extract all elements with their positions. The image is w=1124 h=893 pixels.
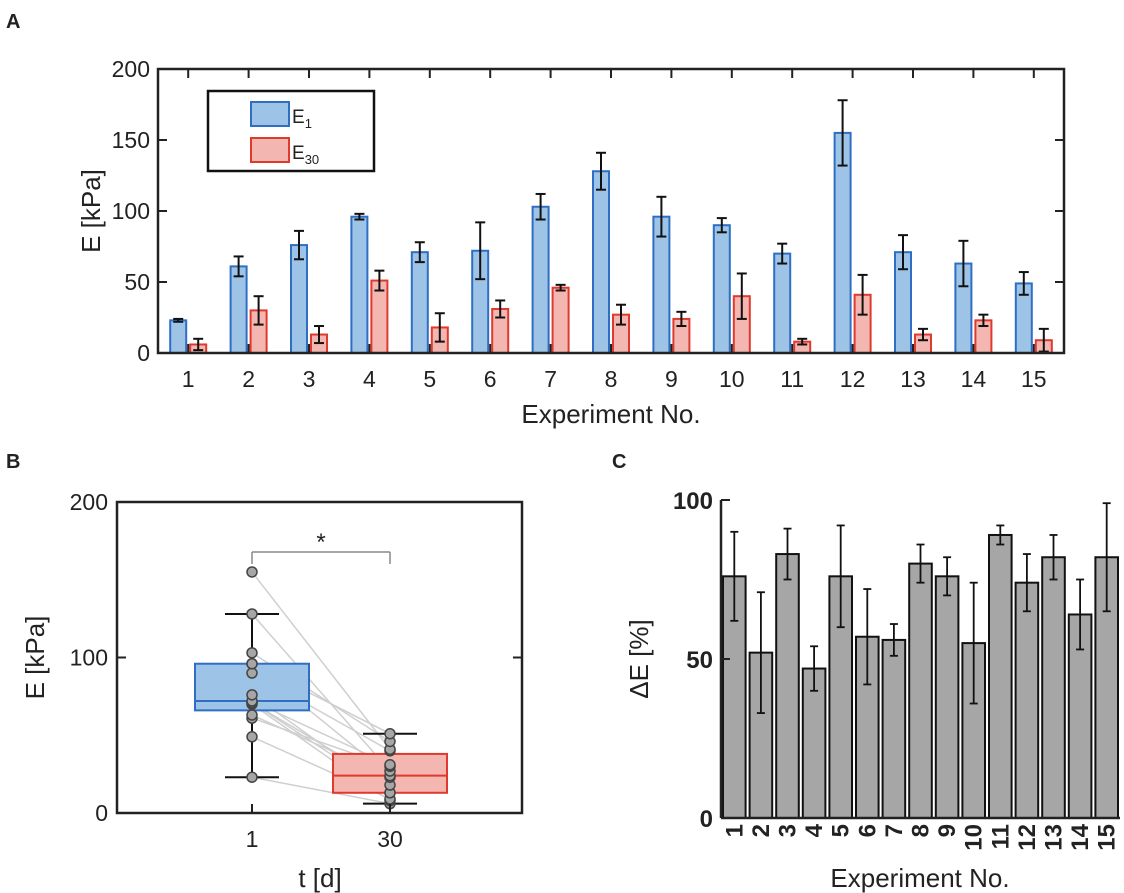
xtick-label-b: 1 [246, 826, 259, 852]
data-point-1-9 [246, 689, 258, 701]
bar-a-s1-4 [350, 215, 369, 354]
xtick-label-c: 8 [908, 824, 935, 837]
pair-line-8 [251, 613, 391, 772]
legend-label-2: E30 [292, 143, 319, 167]
y-axis-label-a: E [kPa] [76, 169, 106, 253]
bar-a-s1-7 [531, 205, 550, 354]
xtick-label-a: 5 [423, 366, 436, 392]
ytick-label-a: 0 [137, 340, 150, 366]
xtick-label-c: 3 [775, 824, 802, 837]
ytick-label-b: 200 [70, 489, 108, 515]
y-axis-label-b: E [kPa] [20, 616, 50, 700]
legend-box-a [206, 89, 376, 173]
xtick-label-c: 9 [934, 824, 961, 837]
data-point-30-15 [384, 727, 396, 740]
bar-a-s2-7 [551, 286, 570, 354]
xtick-label-c: 2 [748, 824, 775, 837]
xtick-label-c: 11 [987, 824, 1014, 849]
legend-label-1: E1 [292, 107, 312, 131]
xtick-label-a: 15 [1021, 366, 1047, 392]
xtick-label-a: 10 [719, 366, 745, 392]
data-point-1-12 [246, 657, 258, 670]
xtick-label-c: 13 [1041, 824, 1068, 851]
bar-c-8 [908, 562, 933, 819]
panel-b-chart: * 0 100 200 1 30 t [d] E [kPa] [20, 489, 524, 893]
ytick-label-a: 150 [112, 127, 150, 153]
ytick-label-c: 100 [673, 488, 713, 515]
xtick-label-a: 14 [961, 366, 987, 392]
pair-line-1 [251, 776, 391, 805]
legend-label-sub: 1 [305, 116, 312, 131]
bar-a-s1-10 [712, 224, 731, 354]
legend-label-main: E [292, 143, 305, 164]
bar-c-13 [1041, 556, 1066, 819]
ytick-label-b: 0 [95, 800, 108, 826]
legend-swatch-1 [250, 101, 290, 127]
xtick-label-a: 6 [484, 366, 497, 392]
ytick-label-a: 50 [124, 269, 150, 295]
bar-c-12 [1014, 581, 1040, 819]
bar-a-s1-11 [773, 252, 792, 355]
xtick-label-c: 12 [1014, 824, 1041, 851]
xtick-label-c: 14 [1067, 823, 1094, 850]
bar-a-s1-3 [290, 244, 308, 354]
xtick-label-c: 5 [828, 824, 855, 837]
xtick-label-b: 30 [377, 826, 403, 852]
bar-c-3 [775, 553, 800, 819]
bar-c-9 [934, 575, 960, 819]
ytick-label-a: 100 [112, 198, 150, 224]
bar-a-s1-5 [410, 251, 429, 354]
bar-a-s1-1 [169, 319, 188, 354]
data-point-1-2 [246, 731, 258, 743]
panel-letter-c: C [612, 451, 626, 473]
data-point-1-4 [246, 709, 258, 721]
xtick-label-a: 2 [242, 366, 255, 392]
xtick-label-a: 7 [544, 366, 557, 392]
panel-letter-a: A [6, 11, 20, 33]
data-point-30-11 [384, 759, 396, 771]
data-point-1-15 [246, 566, 258, 578]
data-point-1-10 [246, 667, 258, 679]
xtick-label-a: 3 [303, 366, 316, 392]
xtick-label-a: 12 [840, 366, 866, 392]
pair-line-12 [251, 571, 391, 750]
xtick-label-a: 13 [900, 366, 926, 392]
data-point-1-14 [246, 608, 258, 620]
bar-a-s1-8 [592, 170, 610, 354]
ytick-label-c: 50 [686, 647, 713, 674]
x-axis-label-a: Experiment No. [521, 399, 700, 429]
bar-a-s1-2 [229, 265, 248, 355]
xtick-label-a: 11 [780, 366, 804, 392]
bar-c-7 [881, 638, 907, 819]
xtick-label-a: 9 [665, 366, 678, 392]
xtick-label-a: 1 [182, 366, 195, 392]
legend-swatch-2 [250, 137, 290, 163]
ytick-label-c: 0 [700, 806, 713, 833]
data-point-1-1 [246, 771, 258, 783]
data-point-1-13 [246, 647, 258, 659]
xtick-label-c: 6 [854, 824, 881, 837]
y-axis-label-c: ΔE [%] [624, 619, 654, 699]
x-axis-label-c: Experiment No. [830, 863, 1009, 893]
x-axis-label-b: t [d] [298, 863, 341, 893]
ytick-label-b: 100 [70, 645, 108, 671]
legend-label-main: E [292, 107, 305, 128]
ytick-label-a: 200 [112, 56, 150, 82]
xtick-label-c: 7 [881, 824, 908, 837]
xtick-label-a: 8 [605, 366, 618, 392]
xtick-label-c: 15 [1094, 824, 1121, 851]
xtick-label-a: 4 [363, 366, 376, 392]
xtick-label-c: 10 [961, 824, 988, 851]
xtick-label-c: 1 [721, 824, 748, 837]
legend-label-sub: 30 [305, 152, 319, 167]
bar-c-11 [988, 533, 1013, 819]
significance-star: * [316, 529, 325, 556]
xtick-label-c: 4 [801, 823, 828, 837]
panel-letter-b: B [6, 451, 20, 473]
